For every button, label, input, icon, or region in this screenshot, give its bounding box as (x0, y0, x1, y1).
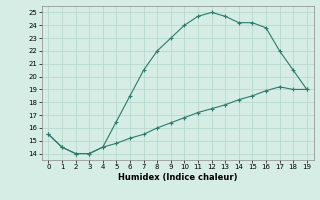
X-axis label: Humidex (Indice chaleur): Humidex (Indice chaleur) (118, 173, 237, 182)
